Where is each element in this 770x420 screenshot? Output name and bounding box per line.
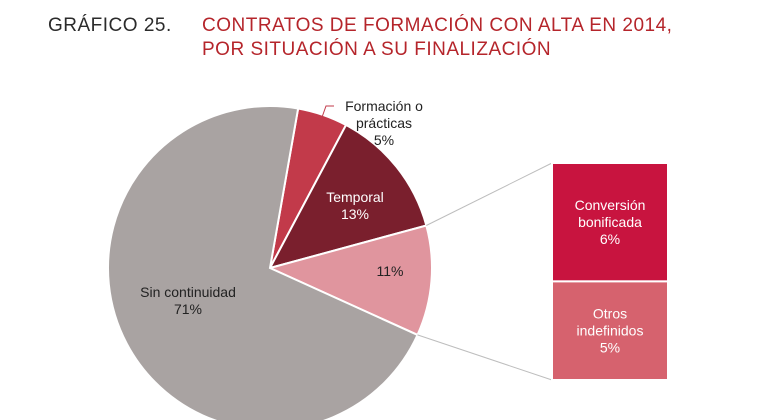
slice-label-sin-continuidad: Sin continuidad 71%	[140, 284, 236, 317]
chart-title-line1: CONTRATOS DE FORMACIÓN CON ALTA EN 2014,	[202, 15, 673, 36]
chart-title: GRÁFICO 25. CONTRATOS DE FORMACIÓN CON AL…	[48, 14, 672, 62]
breakdown-segment	[551, 280, 669, 381]
pie-slice	[106, 105, 419, 420]
pie-slice	[267, 224, 433, 337]
connector-line	[426, 162, 553, 226]
slice-label-temporal: Temporal 13%	[326, 189, 384, 222]
leader-line	[318, 105, 334, 126]
chart-title-line2: POR SITUACIÓN A SU FINALIZACIÓN	[202, 39, 552, 60]
breakdown-label: Conversión bonificada 6%	[575, 197, 646, 247]
breakdown-label: Otros indefinidos 5%	[577, 306, 644, 356]
pie-slice	[268, 123, 428, 270]
chart-number: GRÁFICO 25.	[48, 15, 172, 36]
slice-label-indefinido: 11%	[377, 263, 404, 279]
connector-line	[417, 334, 553, 381]
slice-label-formacion: Formación o prácticas 5%	[345, 98, 423, 148]
